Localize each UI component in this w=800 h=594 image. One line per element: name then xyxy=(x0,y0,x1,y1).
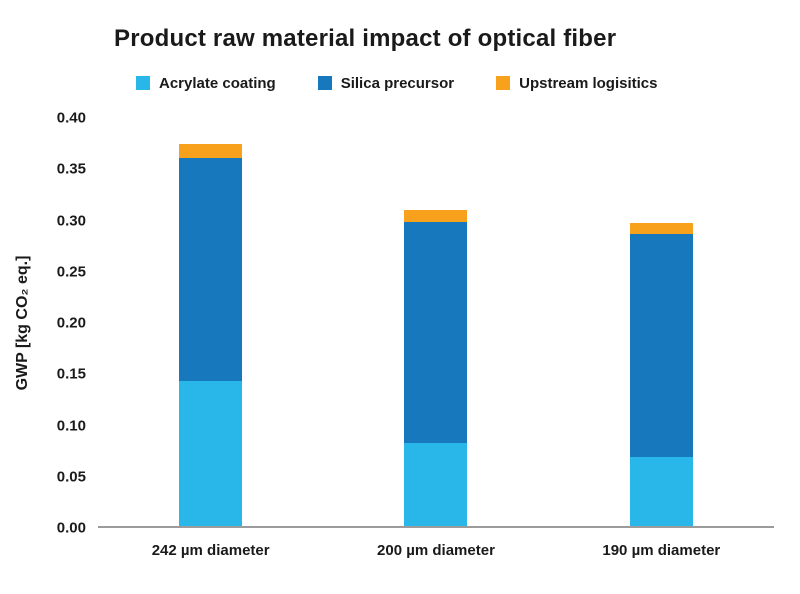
bar-slot xyxy=(549,118,774,526)
y-tick-label: 0.05 xyxy=(56,468,86,486)
bar-segment xyxy=(404,443,468,526)
stacked-bar-1 xyxy=(179,118,243,526)
y-tick-label: 0.00 xyxy=(56,519,86,537)
bar-slot xyxy=(98,118,323,526)
y-axis-label: GWP [kg CO₂ eq.] xyxy=(14,255,31,391)
x-tick-label: 242 µm diameter xyxy=(151,542,270,559)
stacked-bar-2 xyxy=(404,118,468,526)
bar-segment xyxy=(629,234,693,457)
y-tick-label: 0.40 xyxy=(56,109,86,127)
legend-label: Silica precursor xyxy=(340,74,455,92)
y-tick-label: 0.35 xyxy=(56,160,86,178)
bar-segment xyxy=(179,157,243,382)
stacked-bar-3 xyxy=(629,118,693,526)
y-tick-label: 0.25 xyxy=(56,263,86,281)
legend-item-1: Acrylate coating xyxy=(136,75,276,92)
bar-segment xyxy=(404,222,468,444)
x-tick-label: 200 µm diameter xyxy=(377,542,495,559)
x-tick-label: 190 µm diameter xyxy=(602,542,721,559)
bar-segment xyxy=(404,209,468,223)
y-tick-label: 0.15 xyxy=(56,365,86,383)
legend-label: Upstream logisitics xyxy=(519,74,658,92)
bar-segment xyxy=(179,381,243,526)
y-axis-label-cell: GWP [kg CO₂ eq.] xyxy=(10,118,36,528)
y-tick-label: 0.10 xyxy=(56,417,86,434)
y-tick-label: 0.20 xyxy=(56,314,86,332)
bar-slot xyxy=(323,118,548,526)
legend-item-2: Silica precursor xyxy=(317,74,455,92)
legend-swatch-icon xyxy=(136,76,150,90)
bar-segment xyxy=(629,456,693,526)
chart-legend: Acrylate coating Silica precursor Upstream… xyxy=(136,74,800,92)
legend-label: Acrylate coating xyxy=(159,74,276,92)
chart-title: Product raw material impact of optical f… xyxy=(114,25,617,52)
bar-segment xyxy=(629,223,693,235)
chart-area: GWP [kg CO₂ eq.] 0.00 0.05 0.10 0.15 0.20 0.2… xyxy=(10,111,774,572)
legend-swatch-icon xyxy=(496,76,511,90)
y-axis-ticks: 0.00 0.05 0.10 0.15 0.20 0.25 0.30 0.35 0.40 xyxy=(36,111,98,536)
legend-swatch-icon xyxy=(317,76,332,90)
bar-segment xyxy=(179,143,243,158)
y-tick-label: 0.30 xyxy=(56,212,86,229)
legend-item-3: Upstream logisitics xyxy=(496,74,658,92)
x-axis-labels: 242 µm diameter 200 µm diameter 190 µm dia… xyxy=(98,528,774,572)
plot-area xyxy=(98,118,774,528)
